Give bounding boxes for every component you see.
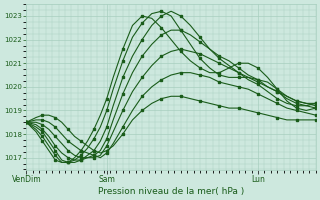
X-axis label: Pression niveau de la mer( hPa ): Pression niveau de la mer( hPa )	[98, 187, 244, 196]
